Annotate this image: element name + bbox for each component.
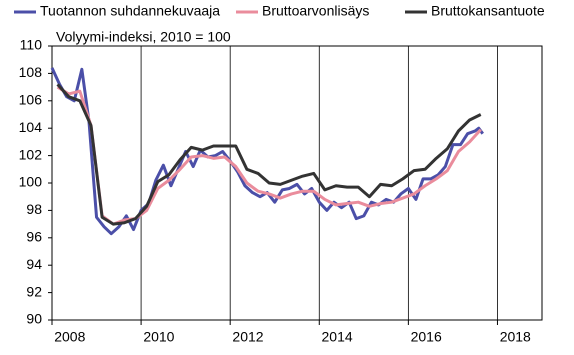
legend: Tuotannon suhdannekuvaaja Bruttoarvonlisä… [14, 3, 545, 19]
x-tick-label: 2008 [54, 329, 85, 345]
series-line [56, 85, 482, 226]
legend-label: Tuotannon suhdannekuvaaja [40, 3, 220, 19]
x-tick-label: 2014 [322, 329, 353, 345]
y-tick-label: 98 [26, 201, 42, 217]
y-tick-label: 96 [26, 229, 42, 245]
x-tick-label: 2010 [143, 329, 174, 345]
y-tick-label: 92 [26, 283, 42, 299]
x-tick-label: 2016 [411, 329, 442, 345]
y-tick-label: 102 [19, 146, 43, 162]
x-tick-label: 2012 [232, 329, 263, 345]
legend-label: Bruttokansantuote [431, 3, 545, 19]
x-tick-label: 2018 [500, 329, 531, 345]
y-tick-label: 110 [20, 37, 43, 53]
y-tick-label: 100 [19, 174, 43, 190]
y-tick-label: 94 [26, 256, 42, 272]
y-tick-label: 104 [19, 119, 43, 135]
series-line [56, 83, 482, 226]
series-line [50, 67, 484, 236]
legend-label: Bruttoarvonlisäys [262, 3, 369, 19]
y-tick-label: 106 [19, 92, 43, 108]
chart-subtitle: Volyymi-indeksi, 2010 = 100 [56, 29, 231, 45]
y-tick-label: 108 [19, 64, 43, 80]
y-tick-label: 90 [26, 311, 42, 327]
